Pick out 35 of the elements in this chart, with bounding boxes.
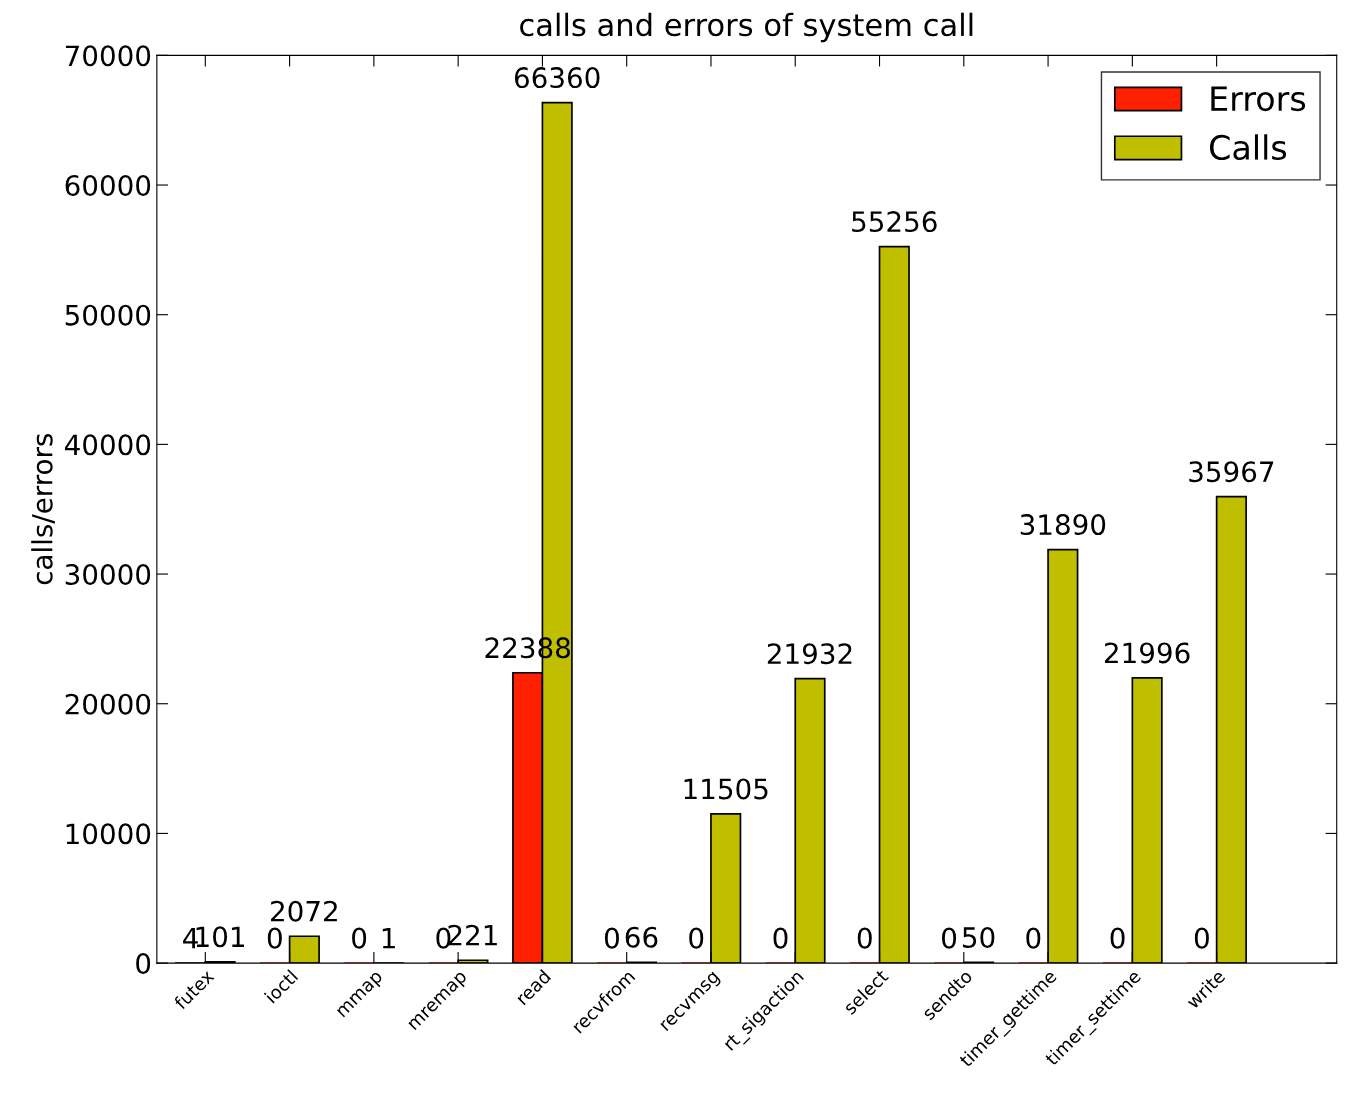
data-label: 0	[857, 927, 872, 949]
y-tick-label: 40000	[64, 434, 151, 456]
data-label: 21996	[1104, 642, 1190, 664]
data-label: 0	[1110, 927, 1125, 949]
data-label: 101	[196, 926, 245, 948]
data-label: 0	[773, 927, 788, 949]
data-label: 0	[604, 927, 619, 949]
data-label: 55256	[852, 211, 937, 233]
y-tick-label: 30000	[65, 564, 151, 586]
data-label: 0	[352, 927, 367, 949]
data-label: 0	[942, 927, 957, 949]
chart-title: calls and errors of system call	[520, 12, 973, 43]
data-label: 66360	[514, 67, 600, 89]
y-tick-label: 70000	[65, 45, 151, 67]
data-label: 0	[267, 927, 282, 949]
data-label: 50	[963, 926, 995, 948]
y-tick-label: 10000	[66, 823, 151, 845]
data-label: 35967	[1189, 461, 1274, 483]
data-label: 4	[183, 927, 198, 949]
data-label: 2072	[271, 900, 337, 922]
y-tick-label: 50000	[65, 304, 151, 326]
data-label: 31890	[1020, 514, 1106, 536]
data-label: 1	[382, 927, 395, 949]
data-label: 0	[689, 927, 704, 949]
y-axis-title: calls/errors	[31, 433, 55, 585]
data-label: 21932	[767, 643, 852, 665]
y-tick-label: 0	[136, 953, 151, 975]
data-label: 0	[1194, 927, 1209, 949]
data-label: 0	[1026, 927, 1041, 949]
legend-label: Calls	[1209, 134, 1287, 161]
y-tick-label: 60000	[65, 174, 151, 196]
y-tick-label: 20000	[65, 693, 151, 715]
data-label: 66	[625, 926, 658, 948]
legend-label: Errors	[1211, 86, 1306, 112]
data-label: 11505	[684, 778, 768, 800]
